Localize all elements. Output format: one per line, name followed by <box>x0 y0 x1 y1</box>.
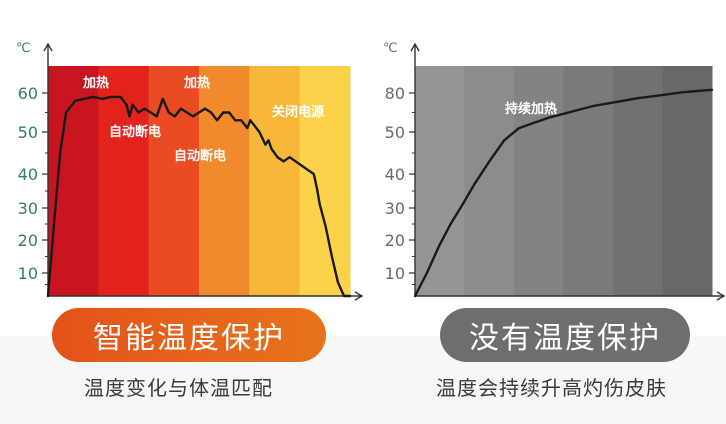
bg-stripe <box>464 66 515 296</box>
bg-stripe <box>563 66 614 296</box>
y-unit-label: ℃ <box>16 41 31 56</box>
bg-stripe <box>249 66 301 296</box>
series-line <box>46 95 352 298</box>
bg-stripe <box>613 66 663 296</box>
y-axis-arrow <box>43 42 53 52</box>
smart-protection-button[interactable]: 智能温度保护 <box>52 308 326 362</box>
y-tick-label: 60 <box>18 84 38 103</box>
y-axis-arrow <box>410 42 420 52</box>
annotation-label: 自动断电 <box>109 124 161 140</box>
annotation-label: 自动断电 <box>174 148 226 164</box>
annotation-label: 关闭电源 <box>272 104 324 120</box>
bg-stripe <box>514 66 564 296</box>
x-axis-arrow <box>716 291 726 301</box>
bg-stripe <box>415 66 465 296</box>
smart-protection-caption: 温度变化与体温匹配 <box>84 376 273 400</box>
x-axis-arrow <box>354 291 364 301</box>
no-protection-button[interactable]: 没有温度保护 <box>440 308 690 362</box>
y-tick-label: 50 <box>385 123 405 142</box>
y-tick-label: 50 <box>18 123 38 142</box>
bg-stripe <box>148 66 200 296</box>
bg-stripe <box>299 66 351 296</box>
bg-stripe <box>48 66 99 296</box>
y-tick-label: 80 <box>385 84 405 103</box>
bg-stripe <box>98 66 150 296</box>
y-tick-label: 40 <box>18 165 38 184</box>
bg-stripe <box>199 66 250 296</box>
y-tick-label: 30 <box>18 199 38 218</box>
y-tick-label: 10 <box>385 264 405 283</box>
y-tick-label: 20 <box>385 231 405 250</box>
no-protection-caption: 温度会持续升高灼伤皮肤 <box>436 376 667 400</box>
annotation-label: 加热 <box>82 75 109 91</box>
y-unit-label: ℃ <box>383 41 398 56</box>
chart-no-protection: ℃ 10 20 30 40 50 80 持续加热 <box>383 41 726 301</box>
y-tick-label: 20 <box>18 231 38 250</box>
series-line <box>413 88 714 298</box>
y-tick-label: 30 <box>385 199 405 218</box>
y-tick-label: 40 <box>385 165 405 184</box>
y-tick-label: 10 <box>18 264 38 283</box>
annotation-label: 持续加热 <box>505 101 557 117</box>
bg-stripe <box>662 66 713 296</box>
annotation-label: 加热 <box>183 75 210 91</box>
